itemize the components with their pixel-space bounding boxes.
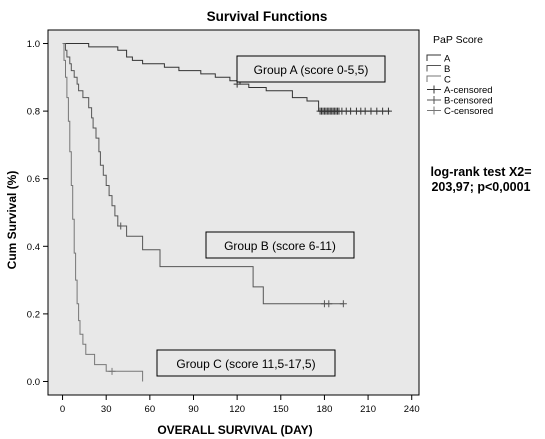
plot-area	[47, 29, 420, 396]
legend-swatch-censor	[427, 85, 441, 94]
survival-curves	[62, 43, 390, 382]
x-tick-label: 120	[229, 404, 245, 415]
log-rank-line-2: 203,97; p<0,0001	[431, 180, 530, 194]
legend-swatch-censor	[427, 106, 441, 115]
survival-curve-c	[62, 43, 144, 382]
legend-swatch-censor	[427, 96, 441, 104]
y-axis-title: Cum Survival (%)	[5, 171, 19, 270]
x-tick-label: 90	[188, 404, 199, 415]
group-b-label: Group B (score 6-11)	[224, 239, 336, 253]
censor-mark-c	[108, 367, 116, 375]
censor-mark-b	[325, 300, 333, 308]
chart-title: Survival Functions	[207, 9, 328, 24]
legend-entry-label: C	[444, 75, 451, 86]
legend: PaP Score ABCA-censoredB-censoredC-censo…	[426, 34, 493, 117]
x-tick-label: 30	[101, 404, 112, 415]
x-tick-label: 150	[273, 404, 289, 415]
x-axis: 0 30 60 90 120 150 180 210 240	[60, 395, 420, 415]
legend-entry-label: C-censored	[444, 106, 493, 117]
group-a-label: Group A (score 0-5,5)	[254, 63, 369, 77]
legend-entry-label: B	[444, 64, 450, 75]
y-tick-label: 0.4	[27, 242, 40, 253]
group-a-label-box: Group A (score 0-5,5)	[236, 55, 386, 83]
y-axis: 0.0 0.2 0.4 0.6 0.8 1.0	[27, 39, 48, 388]
x-tick-label: 210	[360, 404, 376, 415]
x-tick-label: 0	[60, 404, 65, 415]
group-c-label-box: Group C (score 11,5-17,5)	[156, 349, 336, 377]
censor-mark-a	[384, 107, 392, 115]
x-tick-label: 240	[404, 404, 420, 415]
legend-entry-label: A	[444, 54, 451, 65]
x-tick-label: 180	[317, 404, 333, 415]
group-c-label: Group C (score 11,5-17,5)	[176, 357, 315, 371]
legend-swatch-step	[426, 75, 441, 82]
x-tick-label: 60	[145, 404, 156, 415]
censor-marks	[108, 80, 392, 375]
legend-swatch-step	[426, 65, 441, 72]
y-tick-label: 1.0	[27, 39, 40, 50]
legend-title: PaP Score	[433, 34, 483, 46]
legend-entry-label: B-censored	[444, 96, 493, 107]
censor-mark-b	[117, 222, 125, 230]
y-tick-label: 0.0	[27, 377, 40, 388]
y-tick-label: 0.8	[27, 107, 40, 118]
x-axis-title: OVERALL SURVIVAL (DAY)	[157, 423, 312, 437]
y-tick-label: 0.2	[27, 309, 40, 320]
y-tick-label: 0.6	[27, 174, 40, 185]
legend-swatch-step	[426, 54, 441, 61]
log-rank-line-1: log-rank test X2=	[430, 165, 531, 179]
censor-mark-b	[339, 300, 347, 308]
legend-entry-label: A-censored	[444, 85, 493, 96]
group-b-label-box: Group B (score 6-11)	[205, 231, 355, 259]
survival-curve-b	[62, 43, 344, 305]
survival-curve-a	[62, 43, 390, 112]
